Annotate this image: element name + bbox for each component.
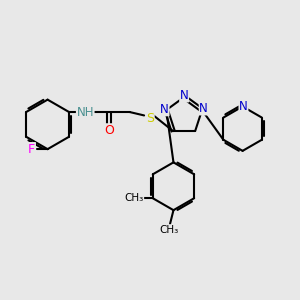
Text: N: N [199,102,208,115]
Text: O: O [104,124,114,137]
Text: CH₃: CH₃ [124,193,144,203]
Text: F: F [28,142,35,156]
Text: N: N [160,103,169,116]
Text: NH: NH [76,106,94,118]
Text: S: S [146,112,154,125]
Text: N: N [239,100,248,113]
Text: CH₃: CH₃ [160,225,179,235]
Text: N: N [180,89,188,102]
